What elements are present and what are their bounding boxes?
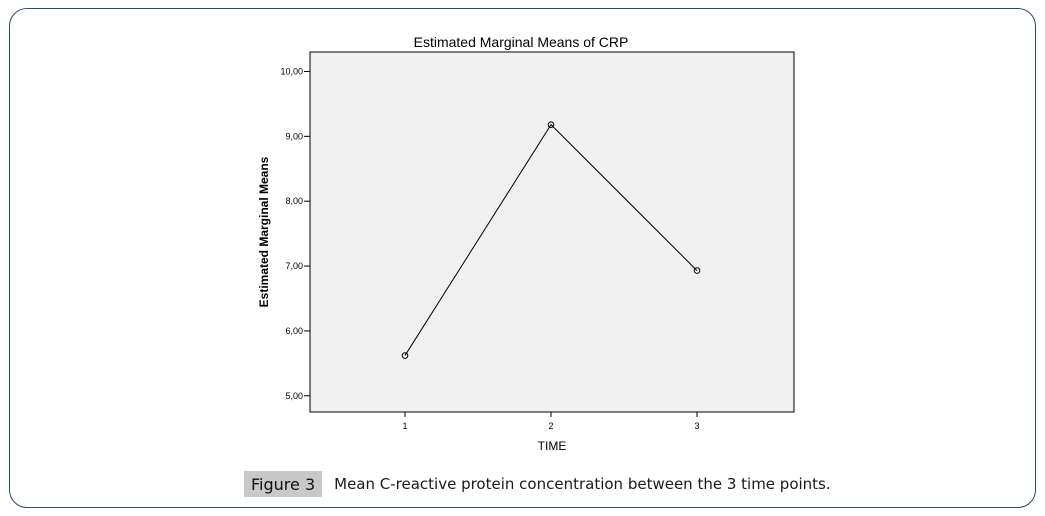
data-point	[547, 121, 555, 128]
y-tick-label: 9,00	[285, 131, 303, 141]
y-axis: 5,00 6,00 7,00 8,00 9,00 10,00	[280, 66, 310, 401]
x-tick-label: 1	[402, 421, 407, 431]
figure-caption: Figure 3 Mean C-reactive protein concent…	[244, 471, 831, 497]
x-tick-label: 2	[548, 421, 553, 431]
y-tick-label: 5,00	[285, 391, 303, 401]
y-tick-label: 7,00	[285, 261, 303, 271]
y-axis-label: Estimated Marginal Means	[257, 156, 271, 307]
figure-label: Figure 3	[244, 471, 323, 497]
x-tick-label: 3	[694, 421, 699, 431]
data-point	[693, 267, 701, 274]
y-tick-label: 8,00	[285, 196, 303, 206]
chart-title: Estimated Marginal Means of CRP	[414, 34, 629, 50]
y-tick-label: 6,00	[285, 326, 303, 336]
plot-area	[309, 51, 795, 413]
figure-caption-text: Mean C-reactive protein concentration be…	[334, 475, 831, 493]
data-point	[401, 352, 409, 359]
series	[401, 121, 701, 359]
x-axis: 1 2 3	[402, 412, 700, 431]
series-line	[404, 123, 698, 356]
y-tick-label: 10,00	[280, 66, 303, 76]
figure-frame	[9, 8, 1036, 508]
x-axis-label: TIME	[538, 439, 567, 453]
